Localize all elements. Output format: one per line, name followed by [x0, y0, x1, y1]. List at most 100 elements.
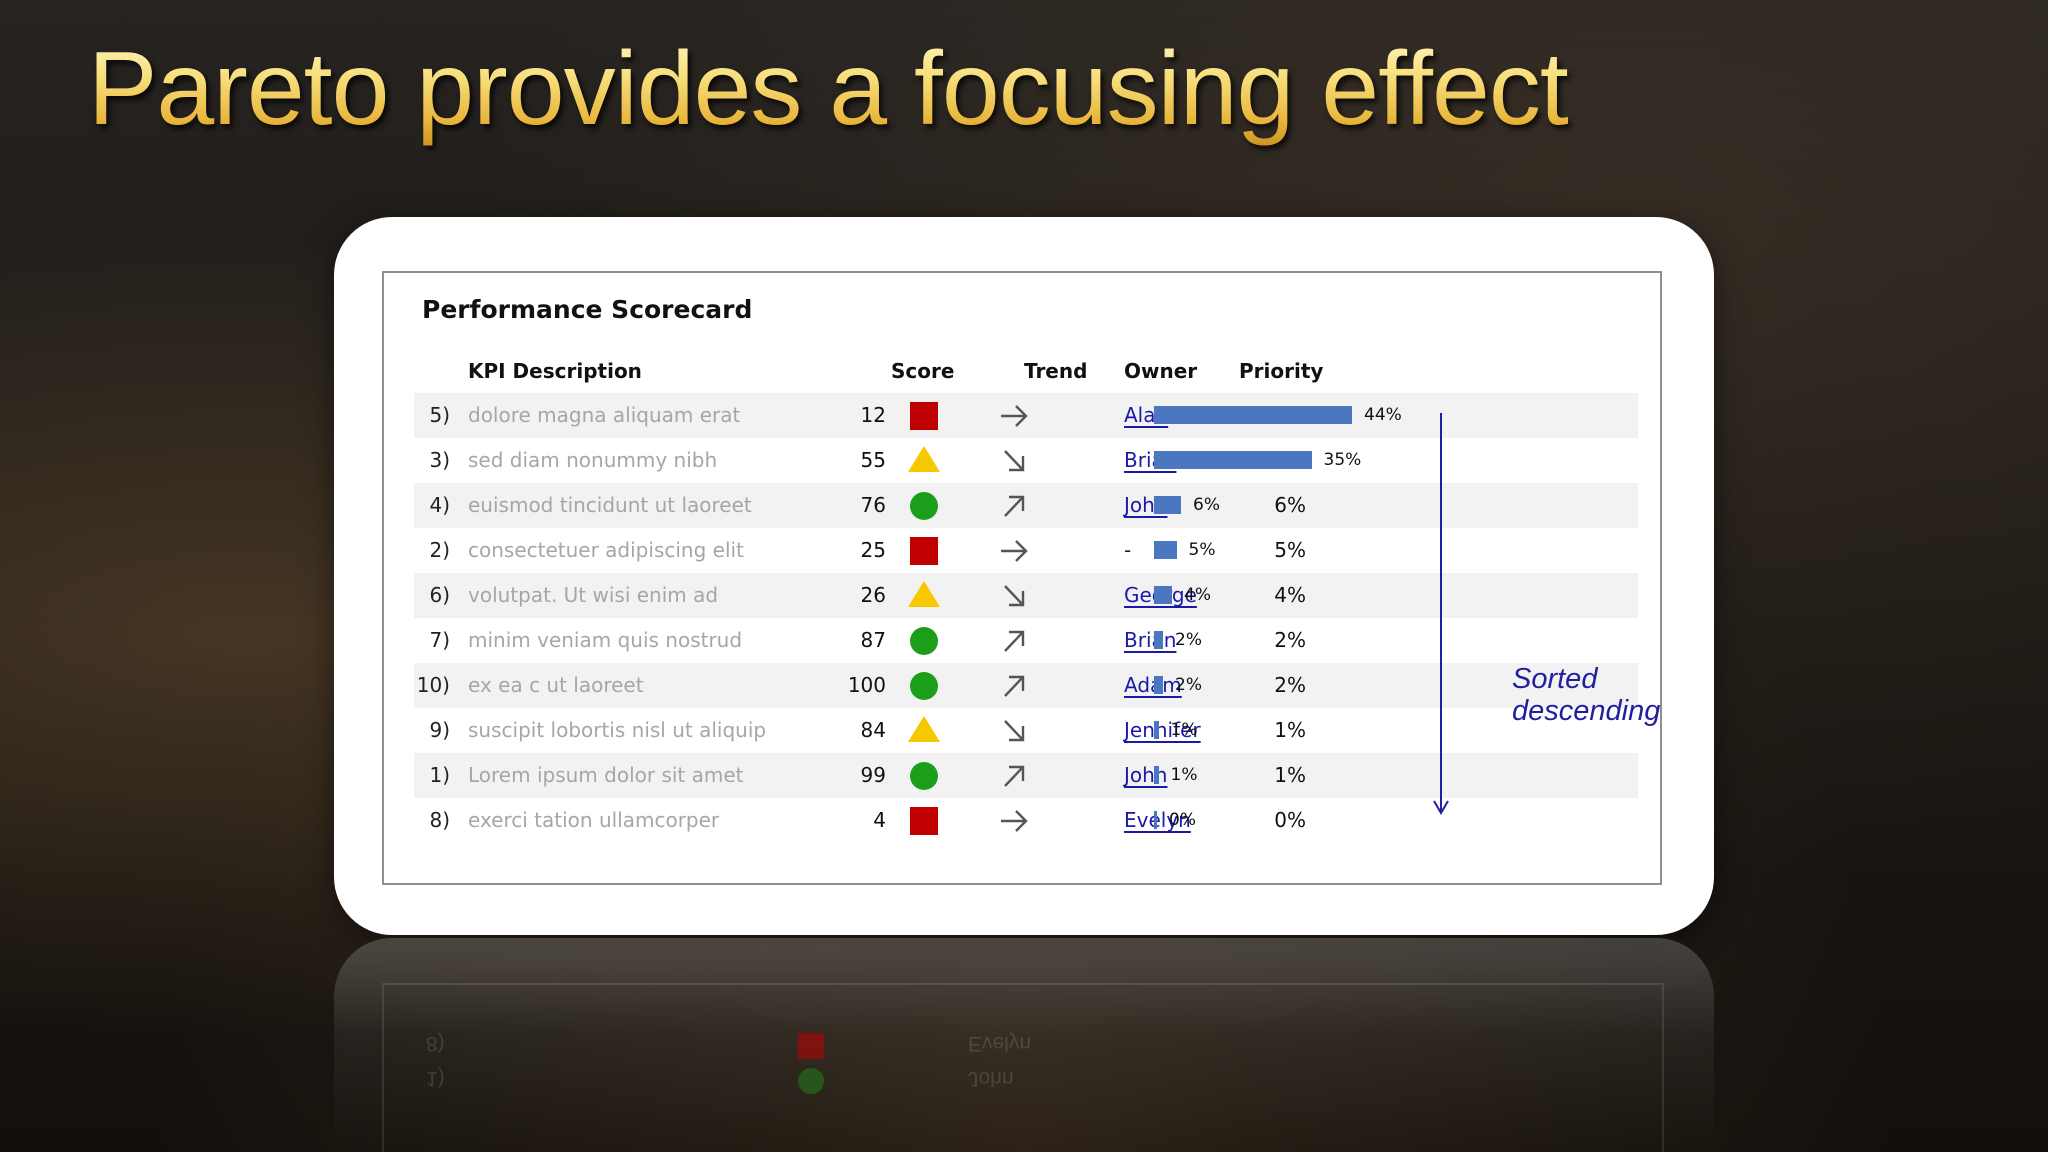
- trend-right-arrow-icon: [998, 401, 1030, 431]
- red-square-icon: [910, 807, 938, 835]
- kpi-description: consectetuer adipiscing elit: [468, 538, 744, 562]
- row-number: 6): [429, 583, 450, 607]
- row-number: 9): [429, 718, 450, 742]
- kpi-description: dolore magna aliquam erat: [468, 403, 741, 427]
- trend-up-right-arrow-icon: [998, 761, 1030, 791]
- yellow-triangle-icon: [908, 581, 940, 607]
- score-value: 84: [860, 718, 886, 742]
- owner-link[interactable]: Evelyn: [1124, 808, 1191, 832]
- green-circle-icon: [910, 627, 938, 655]
- reflection-green-circle-icon: [798, 1068, 824, 1094]
- owner-link[interactable]: John: [1124, 763, 1168, 787]
- score-value: 26: [860, 583, 886, 607]
- green-circle-icon: [910, 762, 938, 790]
- row-number: 10): [416, 673, 450, 697]
- owner-link: -: [1124, 538, 1132, 562]
- priority-bar-label: 2%: [1175, 630, 1202, 650]
- score-value: 55: [860, 448, 886, 472]
- priority-bar: [1154, 586, 1172, 604]
- scorecard-frame: Performance Scorecard KPI Description Sc…: [382, 271, 1662, 885]
- priority-value: 1%: [1274, 718, 1306, 742]
- priority-bar: [1154, 541, 1177, 559]
- priority-bar: [1154, 766, 1159, 784]
- card-reflection: 8) Evelyn 1) John: [334, 938, 1714, 1152]
- row-number: 3): [429, 448, 450, 472]
- trend-down-right-arrow-icon: [998, 446, 1030, 476]
- table-row: 6)volutpat. Ut wisi enim ad26George4%4%: [414, 573, 1638, 618]
- row-number: 5): [429, 403, 450, 427]
- owner-link[interactable]: Adam: [1124, 673, 1182, 697]
- score-value: 99: [860, 763, 886, 787]
- priority-value: 4%: [1274, 583, 1306, 607]
- reflection-row: 8) Evelyn: [382, 1031, 1660, 1061]
- score-value: 25: [860, 538, 886, 562]
- owner-link[interactable]: Brian: [1124, 628, 1177, 652]
- table-row: 9) suscipit lobortis nisl ut aliquip 84 Jen…: [414, 708, 1638, 753]
- priority-value: 5%: [1274, 538, 1306, 562]
- priority-value: 2%: [1274, 628, 1306, 652]
- table-row: 8) exerci tation ullamcorper 4 Evelyn 0% 0%: [414, 798, 1638, 843]
- reflection-text: Evelyn: [968, 1032, 1032, 1055]
- owner-link[interactable]: Jennifer: [1124, 718, 1201, 742]
- score-value: 4: [873, 808, 886, 832]
- row-number: 2): [429, 538, 450, 562]
- priority-bar-label: 1%: [1170, 720, 1198, 740]
- kpi-description: minim veniam quis nostrud: [468, 628, 743, 652]
- row-number: 7): [429, 628, 450, 652]
- priority-value: 1%: [1274, 763, 1306, 787]
- red-square-icon: [910, 537, 938, 565]
- priority-bar: [1154, 676, 1163, 694]
- kpi-description: suscipit lobortis nisl ut aliquip: [468, 718, 767, 742]
- priority-bar-label: 35%: [1323, 450, 1362, 470]
- header-kpi-description: KPI Description: [468, 359, 642, 383]
- trend-right-arrow-icon: [998, 806, 1030, 836]
- table-row: 1) Lorem ipsum dolor sit amet 99 John 1% 1%: [414, 753, 1638, 798]
- header-score: Score: [891, 359, 955, 383]
- reflection-text: John: [968, 1067, 1014, 1090]
- scorecard-rows: 5)dolore magna aliquam erat12Alan44%44%3…: [414, 393, 1638, 843]
- table-row: 4) euismod tincidunt ut laoreet 76 John 6% 6%: [414, 483, 1638, 528]
- priority-bar: [1154, 631, 1163, 649]
- priority-bar-label: 0%: [1169, 810, 1196, 830]
- score-value: 100: [847, 673, 886, 697]
- scorecard-card: Performance Scorecard KPI Description Sc…: [334, 217, 1714, 935]
- table-row: 7) minim veniam quis nostrud 87 Brian 2% 2%: [414, 618, 1638, 663]
- score-value: 76: [860, 493, 886, 517]
- kpi-description: Lorem ipsum dolor sit amet: [468, 763, 744, 787]
- priority-value: 0%: [1274, 808, 1306, 832]
- trend-up-right-arrow-icon: [998, 626, 1030, 656]
- row-number: 8): [429, 808, 450, 832]
- yellow-triangle-icon: [908, 446, 940, 472]
- priority-bar-label: 1%: [1170, 765, 1198, 785]
- priority-bar: [1154, 811, 1157, 829]
- reflection-text: 8): [426, 1032, 445, 1055]
- reflection-row: 1) John: [382, 1066, 1660, 1096]
- row-number: 4): [429, 493, 450, 517]
- trend-up-right-arrow-icon: [998, 671, 1030, 701]
- score-value: 12: [860, 403, 886, 427]
- priority-bar: [1154, 496, 1181, 514]
- reflection-frame: [382, 983, 1664, 1152]
- reflection-red-square-icon: [798, 1033, 824, 1059]
- sorted-descending-arrow-icon: [1433, 413, 1449, 815]
- priority-bar: [1154, 406, 1352, 424]
- trend-right-arrow-icon: [998, 536, 1030, 566]
- kpi-description: exerci tation ullamcorper: [468, 808, 720, 832]
- sorted-descending-note: Sorted descending: [1512, 663, 1661, 727]
- priority-bar: [1154, 721, 1159, 739]
- green-circle-icon: [910, 672, 938, 700]
- trend-down-right-arrow-icon: [998, 581, 1030, 611]
- kpi-description: sed diam nonummy nibh: [468, 448, 718, 472]
- kpi-description: euismod tincidunt ut laoreet: [468, 493, 752, 517]
- reflection-text: 1): [426, 1067, 445, 1090]
- yellow-triangle-icon: [908, 716, 940, 742]
- scorecard-title: Performance Scorecard: [422, 295, 753, 324]
- header-trend: Trend: [1024, 359, 1088, 383]
- priority-bar-label: 44%: [1364, 405, 1402, 425]
- priority-value: 6%: [1274, 493, 1306, 517]
- kpi-description: volutpat. Ut wisi enim ad: [468, 583, 719, 607]
- score-value: 87: [860, 628, 886, 652]
- header-owner: Owner: [1124, 359, 1198, 383]
